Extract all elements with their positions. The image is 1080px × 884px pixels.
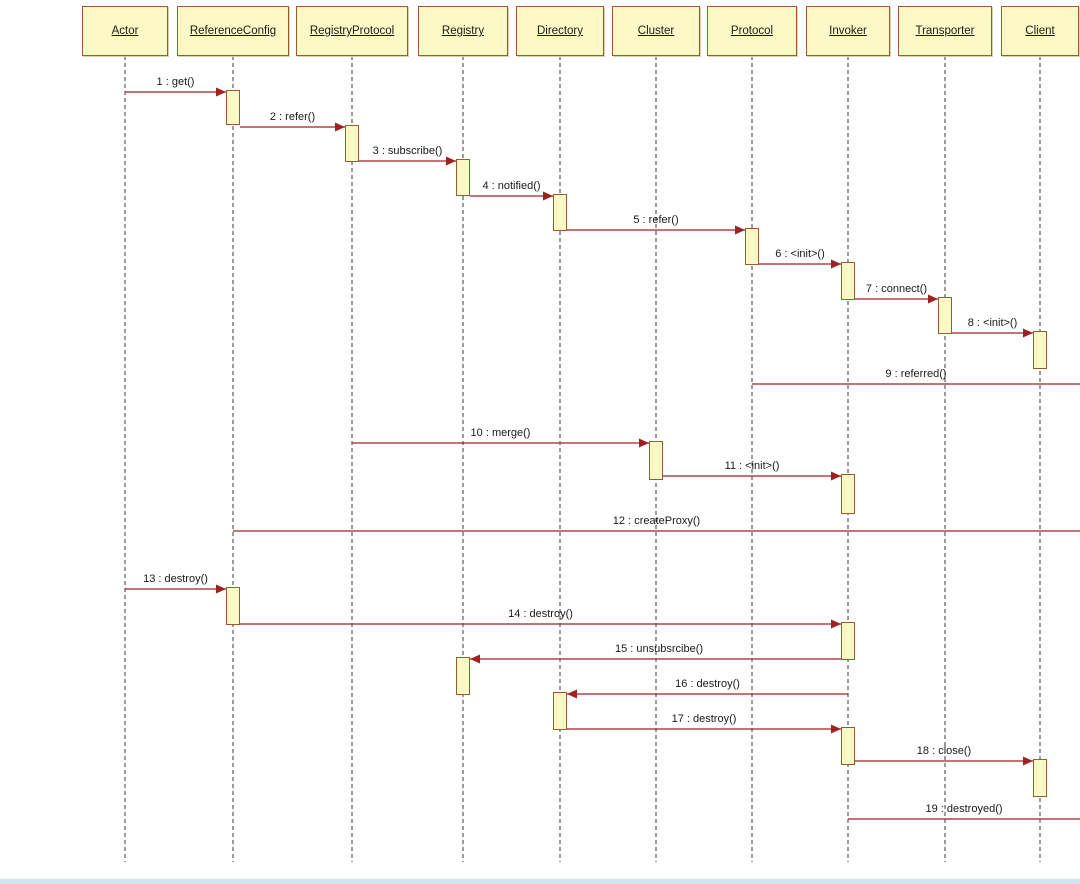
activation-bar-referenceconfig: [226, 90, 240, 125]
participant-box-invoker: Invoker: [806, 6, 890, 56]
message-arrowhead-7: [928, 294, 938, 304]
message-label-17: 17 : destroy(): [671, 713, 737, 725]
participant-box-protocol: Protocol: [707, 6, 797, 56]
message-label-10: 10 : merge(): [470, 427, 531, 439]
message-label-19: 19 : destroyed(): [925, 803, 1003, 815]
message-arrowhead-4: [543, 191, 553, 201]
participant-name: ReferenceConfig: [189, 25, 277, 37]
participant-name: Client: [1025, 25, 1055, 37]
participant-name: Transporter: [915, 25, 975, 37]
message-label-18: 18 : close(): [916, 745, 972, 757]
activation-bar-cluster: [649, 441, 663, 480]
activation-bar-protocol: [745, 228, 759, 265]
message-arrowhead-6: [831, 259, 841, 269]
bottom-window-edge: [0, 879, 1080, 884]
activation-bar-invoker: [841, 727, 855, 765]
message-label-7: 7 : connect(): [865, 283, 928, 295]
participant-box-registryprotocol: RegistryProtocol: [296, 6, 408, 56]
message-arrowhead-17: [831, 724, 841, 734]
activation-bar-invoker: [841, 262, 855, 300]
activation-bar-transporter: [938, 297, 952, 334]
participant-box-client: Client: [1001, 6, 1079, 56]
participant-box-transporter: Transporter: [898, 6, 992, 56]
message-label-8: 8 : <init>(): [967, 317, 1018, 329]
message-label-12: 12 : createProxy(): [612, 515, 701, 527]
message-label-11: 11 : <init>(): [724, 460, 780, 472]
participant-name: Invoker: [829, 25, 867, 37]
participant-box-cluster: Cluster: [612, 6, 700, 56]
message-arrowhead-3: [446, 156, 456, 166]
message-arrowhead-11: [831, 471, 841, 481]
activation-bar-registry: [456, 159, 470, 196]
message-arrowhead-2: [335, 122, 345, 132]
message-arrowhead-1: [216, 87, 226, 97]
activation-bar-client: [1033, 759, 1047, 797]
message-label-3: 3 : subscribe(): [372, 145, 443, 157]
participant-name: Cluster: [637, 25, 675, 37]
message-label-9: 9 : referred(): [885, 368, 947, 380]
participant-name: RegistryProtocol: [309, 25, 395, 37]
activation-bar-invoker: [841, 474, 855, 514]
activation-bar-invoker: [841, 622, 855, 660]
activation-bar-directory: [553, 692, 567, 730]
message-label-1: 1 : get(): [156, 76, 195, 88]
message-arrowhead-18: [1023, 756, 1033, 766]
message-arrowhead-14: [831, 619, 841, 629]
message-label-16: 16 : destroy(): [675, 678, 740, 690]
message-label-4: 4 : notified(): [482, 180, 541, 192]
message-label-6: 6 : <init>(): [775, 248, 825, 260]
activation-bar-registry: [456, 657, 470, 695]
message-label-2: 2 : refer(): [269, 111, 316, 123]
participant-box-directory: Directory: [516, 6, 604, 56]
message-arrowhead-15: [470, 654, 480, 664]
participant-name: Registry: [441, 25, 485, 37]
activation-bar-registryprotocol: [345, 125, 359, 162]
activation-bar-client: [1033, 331, 1047, 369]
message-arrowhead-10: [639, 438, 649, 448]
participant-name: Directory: [536, 25, 583, 37]
participant-box-registry: Registry: [418, 6, 508, 56]
message-label-13: 13 : destroy(): [143, 573, 208, 585]
message-label-5: 5 : refer(): [633, 214, 679, 226]
message-arrowhead-16: [567, 689, 577, 699]
message-label-15: 15 : unsubsrcibe(): [614, 643, 704, 655]
message-arrowhead-8: [1023, 328, 1033, 338]
participant-name: Protocol: [730, 25, 774, 37]
participant-name: Actor: [111, 25, 139, 37]
participant-box-actor: Actor: [82, 6, 168, 56]
message-label-14: 14 : destroy(): [508, 608, 573, 620]
participant-box-referenceconfig: ReferenceConfig: [177, 6, 289, 56]
activation-bar-referenceconfig: [226, 587, 240, 625]
message-arrowhead-5: [735, 225, 745, 235]
message-arrowhead-13: [216, 584, 226, 594]
activation-bar-directory: [553, 194, 567, 231]
